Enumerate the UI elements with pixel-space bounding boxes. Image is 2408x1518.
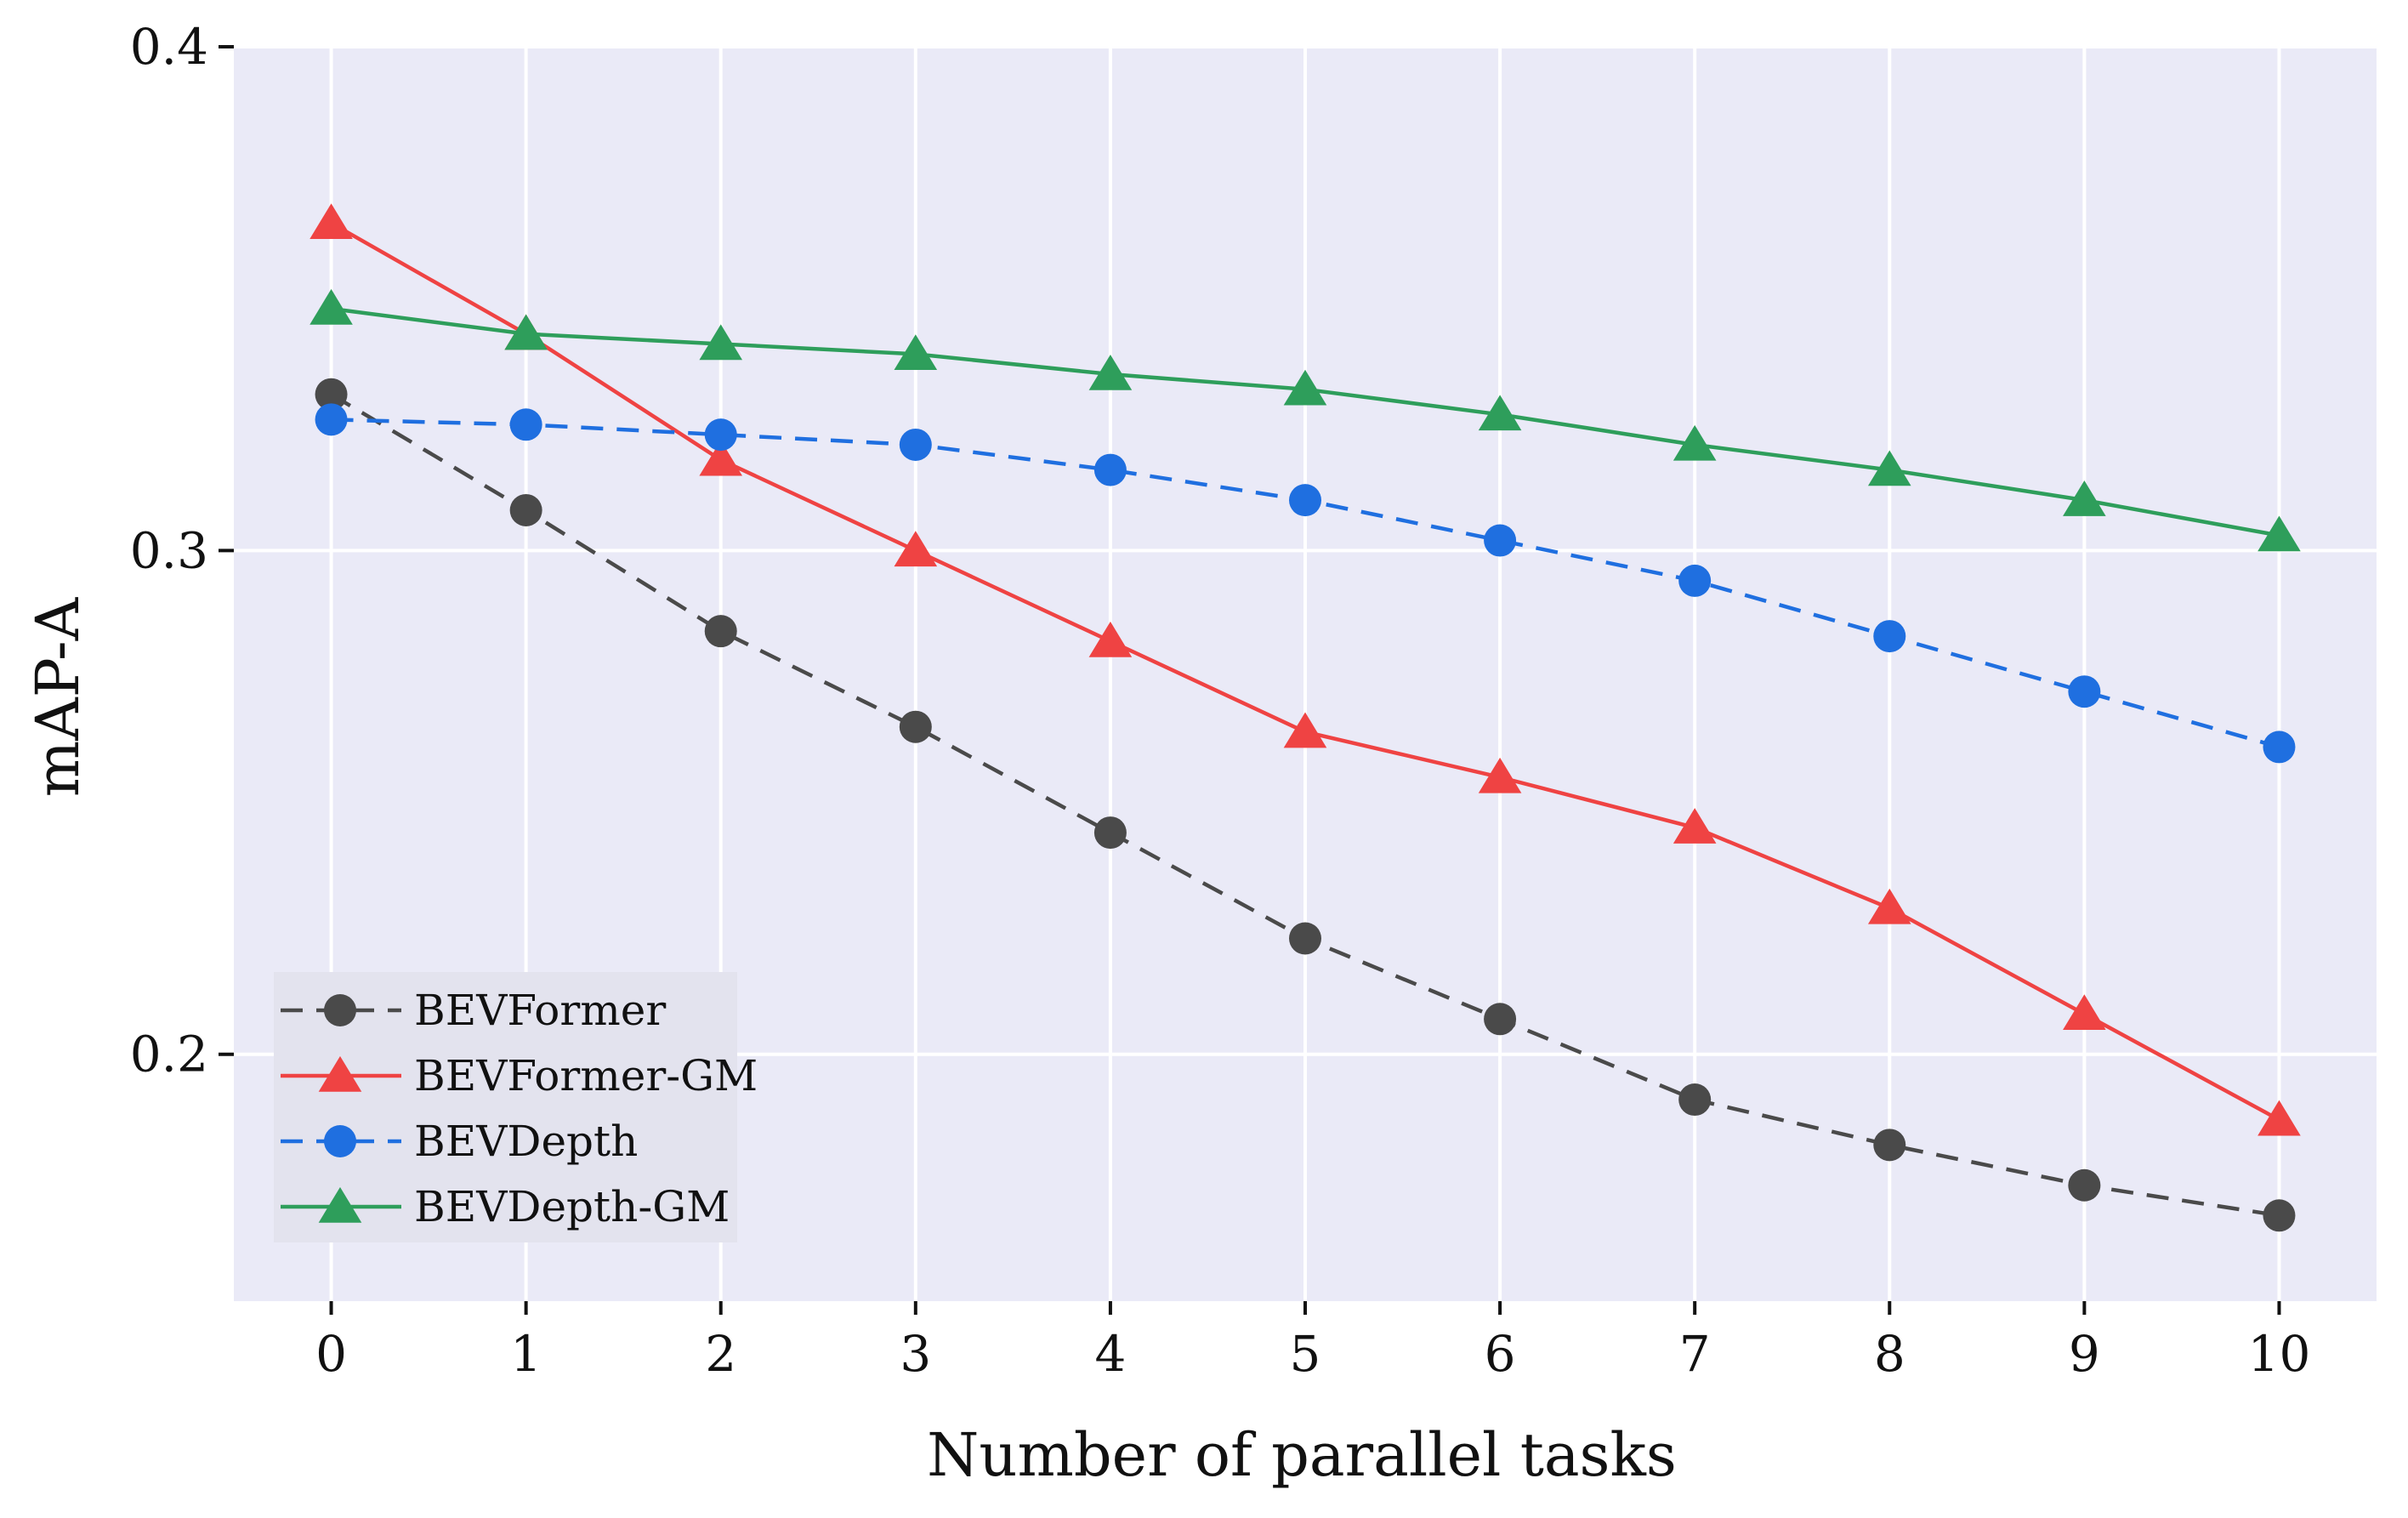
data-point (1873, 620, 1906, 653)
data-point (2068, 1168, 2101, 1202)
legend-marker (324, 1125, 356, 1157)
data-point (2263, 1199, 2296, 1232)
data-point (1289, 922, 1321, 955)
series-layer (310, 203, 2301, 1232)
data-point (1283, 369, 1327, 406)
data-point (310, 203, 353, 240)
legend-marker (318, 1055, 362, 1092)
data-point (899, 428, 932, 461)
data-point (899, 710, 932, 743)
data-point (509, 408, 542, 441)
legend: BEVFormer BEVFormer-GM BEVDepth BEVDepth-GM (274, 972, 758, 1242)
data-point (1484, 524, 1517, 557)
y-tick-label: 0.2 (130, 1026, 208, 1083)
x-axis-title: Number of parallel tasks (927, 1420, 1677, 1490)
data-point (1088, 354, 1133, 390)
data-point (2068, 675, 2101, 708)
data-point (1289, 484, 1321, 517)
legend-label: BEVDepth (414, 1117, 638, 1166)
y-axis-title: mAP-A (23, 596, 93, 797)
y-tick-label: 0.4 (130, 18, 208, 76)
data-point (1478, 757, 1522, 793)
data-point (310, 288, 353, 325)
series-bevdepth (315, 403, 2296, 764)
data-point (504, 314, 548, 350)
data-point (704, 615, 737, 648)
data-point (2258, 1100, 2301, 1136)
data-point (894, 531, 938, 567)
x-tick-label: 7 (1679, 1325, 1711, 1383)
data-point (2063, 480, 2106, 516)
legend-label: BEVFormer (414, 986, 666, 1035)
data-point (509, 493, 542, 526)
data-point (704, 418, 737, 452)
data-point (1484, 1003, 1517, 1036)
x-tick-label: 6 (1485, 1325, 1516, 1383)
x-tick-label: 4 (1094, 1325, 1126, 1383)
axes: 0 1 2 3 4 5 6 7 8 9 10 0.2 0.3 0.4 (130, 18, 2311, 1383)
legend-marker (318, 1186, 362, 1223)
legend-marker (324, 994, 356, 1026)
y-tick-label: 0.3 (130, 521, 208, 579)
x-tick-label: 9 (2069, 1325, 2100, 1383)
x-tick-label: 5 (1290, 1325, 1321, 1383)
data-point (1088, 621, 1133, 657)
legend-label: BEVFormer-GM (414, 1051, 758, 1100)
data-point (1283, 712, 1327, 748)
data-point (699, 324, 743, 361)
data-point (699, 440, 743, 476)
x-tick-label: 1 (510, 1325, 542, 1383)
x-tick-label: 2 (705, 1325, 736, 1383)
data-point (1867, 888, 1911, 924)
data-point (1867, 450, 1911, 486)
series-bevformer (315, 378, 2296, 1232)
data-point (1673, 424, 1717, 461)
data-point (2063, 994, 2106, 1031)
data-point (1678, 564, 1712, 597)
data-point (1673, 808, 1717, 844)
grid-lines (234, 45, 2377, 1301)
data-point (1478, 395, 1522, 431)
x-tick-label: 3 (900, 1325, 931, 1383)
x-tick-label: 10 (2248, 1325, 2311, 1383)
data-point (1093, 453, 1127, 486)
data-point (2258, 515, 2301, 552)
x-tick-label: 8 (1874, 1325, 1905, 1383)
data-point (2263, 731, 2296, 764)
data-point (1093, 816, 1127, 850)
x-tick-label: 0 (315, 1325, 347, 1383)
data-point (315, 378, 348, 411)
data-point (315, 403, 348, 436)
legend-label: BEVDepth-GM (414, 1182, 730, 1231)
data-point (1873, 1129, 1906, 1162)
data-point (894, 334, 938, 371)
series-bevdepth-gm (310, 288, 2301, 552)
data-point (1678, 1083, 1712, 1117)
